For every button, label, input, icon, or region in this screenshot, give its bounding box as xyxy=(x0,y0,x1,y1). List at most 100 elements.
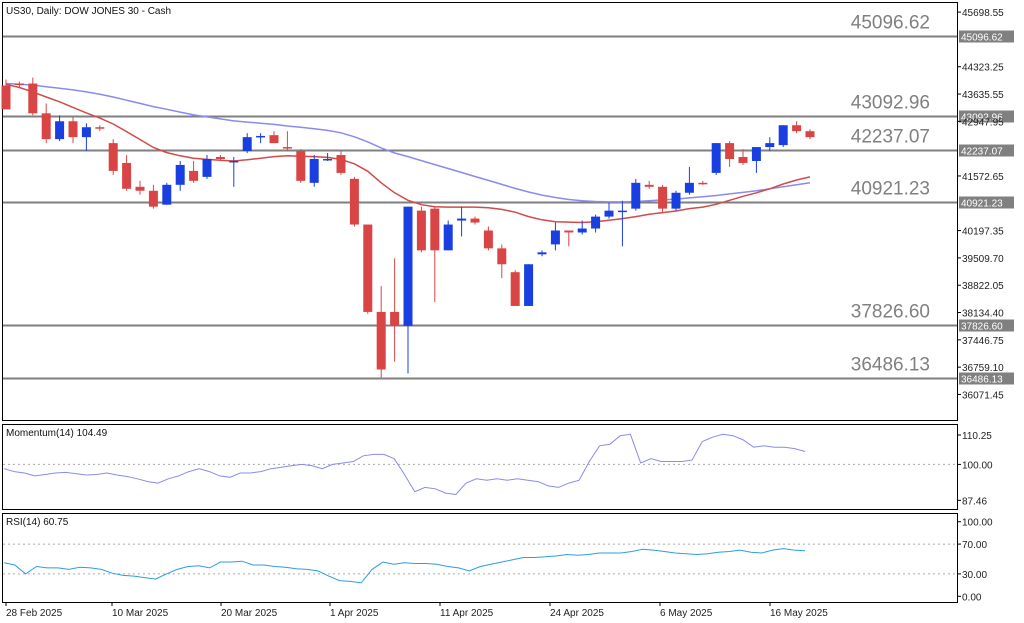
indicator-series xyxy=(3,433,957,584)
y-tick-label-6: 41572.65 xyxy=(962,172,1004,183)
level-price-box-5 xyxy=(959,372,1014,385)
level-label-2: 42237.07 xyxy=(851,127,930,148)
candle-body-40 xyxy=(537,252,547,255)
candle-body-54 xyxy=(725,143,735,159)
candle-body-57 xyxy=(765,143,775,148)
level-price-box-0 xyxy=(959,30,1014,43)
x-tick-label-3: 1 Apr 2025 xyxy=(330,608,379,619)
rsi-tick-label-3: 0.00 xyxy=(962,592,982,603)
candle-body-14 xyxy=(189,170,199,181)
candle-body-33 xyxy=(443,224,453,251)
candle-body-10 xyxy=(135,186,145,191)
candle-body-13 xyxy=(175,164,185,185)
rsi-panel-frame xyxy=(2,513,958,603)
x-tick-label-5: 24 Apr 2025 xyxy=(550,608,604,619)
rsi-title: RSI(14) 60.75 xyxy=(6,517,69,528)
candle-body-26 xyxy=(349,178,359,225)
candle-body-23 xyxy=(309,158,319,183)
momentum-tick-label-1: 100.00 xyxy=(962,460,993,471)
level-price-box-text-1: 43092.96 xyxy=(961,113,1003,124)
y-tick-label-2: 44323.25 xyxy=(962,63,1004,74)
candle-body-19 xyxy=(256,135,266,138)
candle-body-24 xyxy=(323,158,333,161)
candle-body-6 xyxy=(81,127,91,138)
y-tick-label-13: 37446.75 xyxy=(962,336,1004,347)
momentum-tick-label-2: 87.46 xyxy=(962,496,987,507)
level-price-box-4 xyxy=(959,319,1014,332)
candle-body-25 xyxy=(336,155,346,173)
candle-body-43 xyxy=(577,228,587,233)
level-price-box-text-0: 45096.62 xyxy=(961,33,1003,44)
ma-fast-line xyxy=(5,83,811,224)
level-price-box-2 xyxy=(959,144,1014,157)
candle-body-36 xyxy=(483,230,493,249)
candle-body-46 xyxy=(617,210,627,213)
candle-body-50 xyxy=(671,192,681,209)
candle-body-48 xyxy=(644,184,654,187)
y-tick-label-14: 36759.10 xyxy=(962,363,1004,374)
candle-body-35 xyxy=(470,218,480,223)
candle-body-4 xyxy=(55,121,65,140)
candle-body-3 xyxy=(41,113,51,140)
y-tick-label-11: 38134.40 xyxy=(962,309,1004,320)
momentum-line xyxy=(3,433,806,496)
candle-body-2 xyxy=(28,83,38,114)
level-label-3: 40921.23 xyxy=(851,179,930,200)
level-label-4: 37826.60 xyxy=(851,302,930,323)
level-price-box-text-4: 37826.60 xyxy=(961,322,1003,333)
candle-body-42 xyxy=(564,230,574,233)
candle-body-0 xyxy=(1,85,11,110)
level-label-5: 36486.13 xyxy=(851,355,930,376)
x-tick-label-4: 11 Apr 2025 xyxy=(440,608,494,619)
candle-body-22 xyxy=(296,151,306,181)
level-label-1: 43092.96 xyxy=(851,93,930,114)
candle-body-8 xyxy=(108,143,118,171)
y-tick-label-16: 36071.45 xyxy=(962,390,1004,401)
x-tick-label-7: 16 May 2025 xyxy=(770,608,828,619)
candle-body-9 xyxy=(122,162,132,189)
candle-body-55 xyxy=(738,157,748,163)
candle-body-30 xyxy=(403,206,413,326)
candle-body-38 xyxy=(510,272,520,306)
candle-body-15 xyxy=(202,158,212,177)
main-panel-frame xyxy=(2,2,958,421)
rsi-tick-label-0: 100.00 xyxy=(962,518,993,529)
y-tick-label-10: 38822.05 xyxy=(962,281,1004,292)
rsi-tick-label-1: 70.00 xyxy=(962,540,987,551)
candle-body-31 xyxy=(416,210,426,251)
candle-body-51 xyxy=(684,182,694,193)
candle-body-56 xyxy=(751,147,761,161)
candle-body-34 xyxy=(457,218,467,221)
candle-body-32 xyxy=(430,208,440,251)
y-tick-label-3: 43635.55 xyxy=(962,90,1004,101)
candle-body-59 xyxy=(792,125,802,132)
candle-body-60 xyxy=(805,131,815,138)
candle-body-44 xyxy=(591,216,601,229)
x-tick-label-2: 20 Mar 2025 xyxy=(221,608,278,619)
rsi-line xyxy=(3,548,806,584)
level-label-0: 45096.62 xyxy=(851,13,930,34)
candle-body-20 xyxy=(269,135,279,144)
y-tick-label-8: 40197.35 xyxy=(962,227,1004,238)
candle-body-39 xyxy=(524,264,534,306)
candle-body-7 xyxy=(95,127,105,129)
candle-body-53 xyxy=(711,143,721,173)
candle-body-45 xyxy=(604,210,614,217)
level-price-box-text-2: 42237.07 xyxy=(961,147,1003,158)
candlestick-series xyxy=(1,77,815,378)
candle-body-58 xyxy=(778,125,788,146)
momentum-tick-label-0: 110.25 xyxy=(962,431,992,442)
y-tick-label-0: 45698.55 xyxy=(962,8,1004,19)
level-price-box-text-3: 40921.23 xyxy=(961,199,1003,210)
candle-body-18 xyxy=(242,137,252,152)
y-tick-label-9: 39509.70 xyxy=(962,254,1004,265)
candle-body-37 xyxy=(497,248,507,265)
level-price-box-3 xyxy=(959,196,1014,209)
candle-body-49 xyxy=(658,186,668,209)
candle-body-41 xyxy=(550,230,560,245)
candle-body-17 xyxy=(229,160,239,163)
candle-body-16 xyxy=(215,157,225,159)
main-chart-title: US30, Daily: DOW JONES 30 - Cash xyxy=(6,6,171,17)
y-tick-label-4: 42947.95 xyxy=(962,117,1004,128)
